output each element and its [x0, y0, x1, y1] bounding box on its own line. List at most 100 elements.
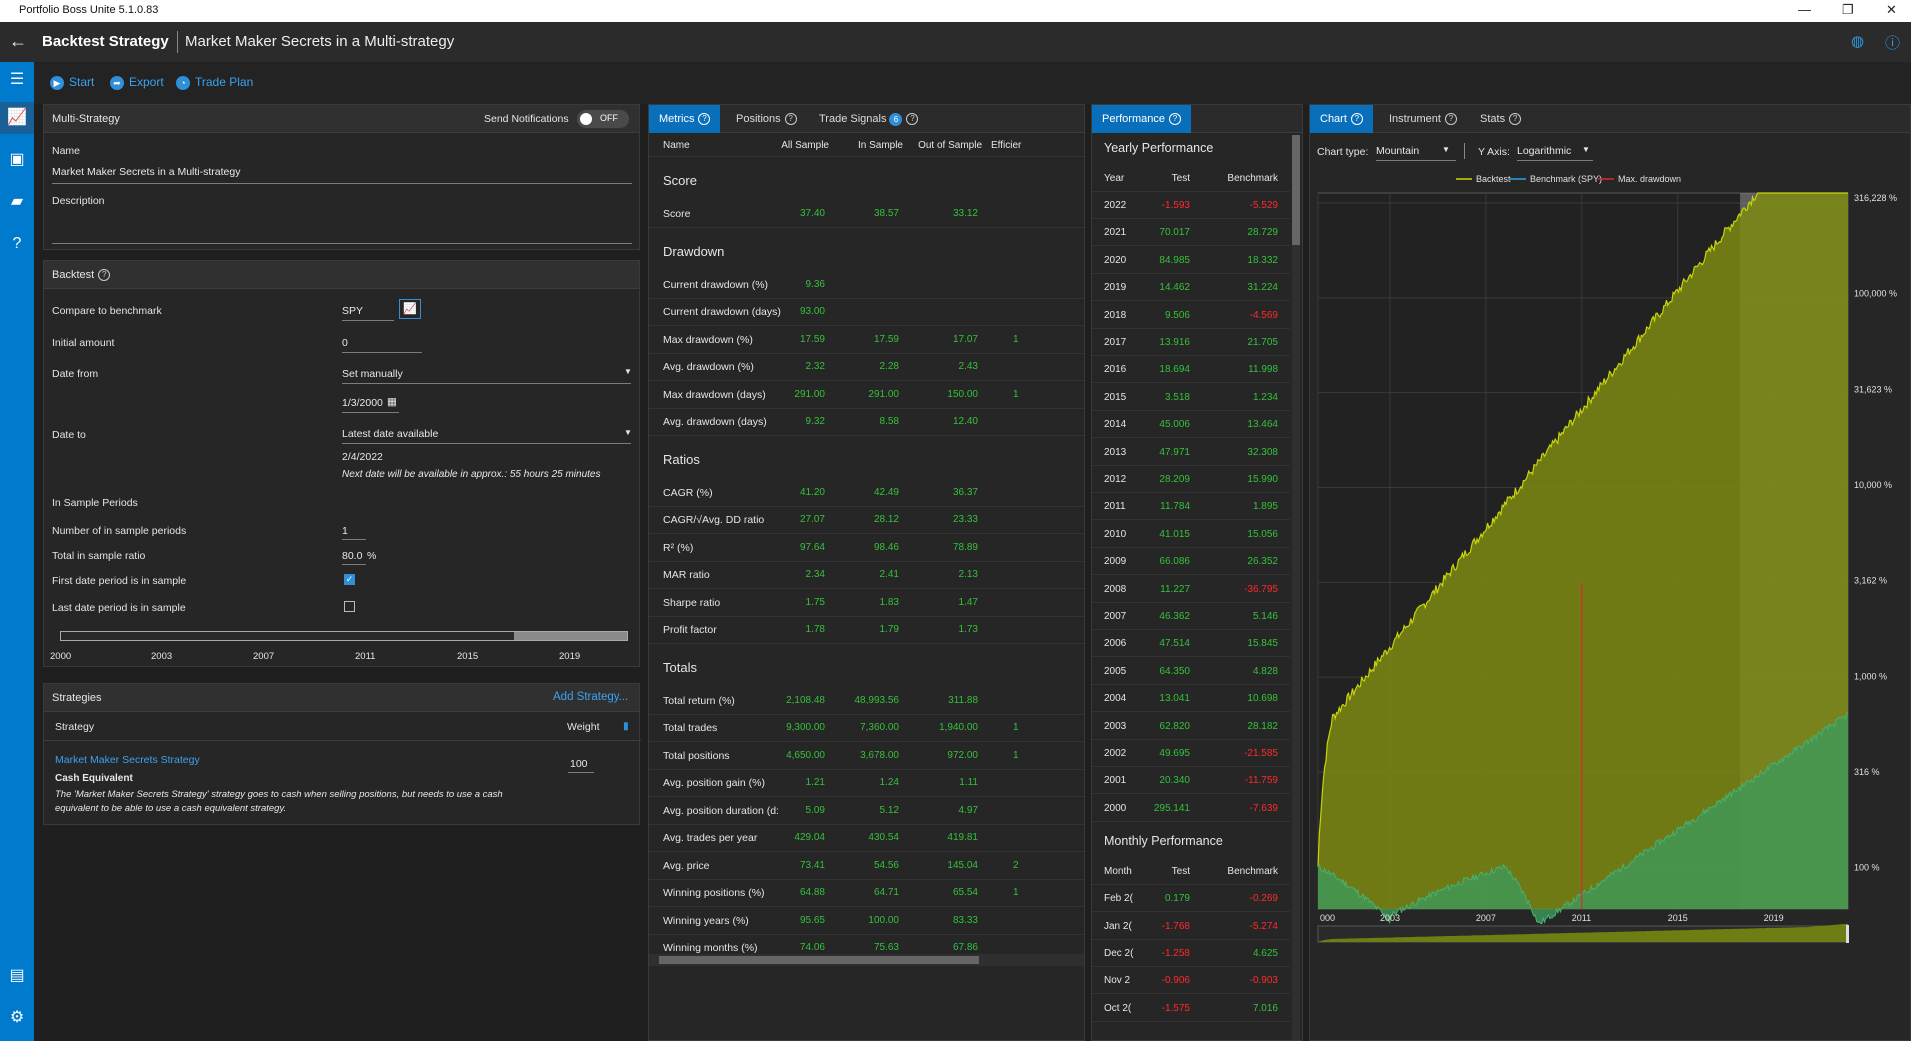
benchmark-cell: 7.016 [1252, 1002, 1278, 1014]
metrics-row: Max drawdown (days) 291.00 291.00 150.00 1 [649, 382, 1084, 409]
strategy-column-header: Strategy [55, 721, 95, 733]
benchmark-field[interactable]: SPY [342, 305, 364, 317]
export-button[interactable]: ➦ Export [110, 75, 164, 90]
vertical-scrollbar[interactable] [1292, 135, 1300, 1040]
benchmark-line [1317, 711, 1849, 925]
benchmark-cell: 4.828 [1252, 665, 1278, 677]
horizontal-scrollbar[interactable] [649, 954, 1084, 966]
metric-value: 972.00 [947, 749, 978, 761]
briefcase-icon[interactable]: ▰ [10, 193, 24, 210]
test-cell: 49.695 [1159, 748, 1190, 759]
first-period-checkbox[interactable]: ✓ [344, 574, 355, 585]
date-from-select[interactable]: Set manually [342, 368, 403, 380]
total-ratio-field[interactable]: 80.0 [342, 550, 363, 562]
menu-icon[interactable]: ☰ [9, 71, 25, 88]
total-ratio-label: Total in sample ratio [52, 550, 146, 562]
help-icon[interactable]: ? [98, 269, 111, 282]
metric-value: 2.28 [879, 361, 899, 372]
metrics-row: Total positions 4,650.00 3,678.00 972.00 1 [649, 743, 1084, 770]
metric-value: 419.81 [947, 832, 978, 843]
minimize-icon[interactable]: — [1798, 2, 1811, 17]
yearly-row: 2014 45.006 13.464 [1092, 411, 1290, 439]
metrics-section-title: Ratios [663, 451, 700, 467]
column-header: Efficier [991, 140, 1022, 151]
scrollbar-thumb[interactable] [1292, 135, 1300, 245]
column-header: In Sample [857, 140, 903, 151]
name-label: Name [52, 145, 81, 157]
metric-name: MAR ratio [663, 569, 710, 581]
num-periods-field[interactable]: 1 [342, 525, 348, 537]
navigator-handle [1846, 925, 1849, 943]
chart-nav-icon[interactable]: 📈 [0, 102, 34, 134]
test-cell: 0.179 [1164, 893, 1190, 905]
info-icon[interactable]: ⓘ [1885, 35, 1901, 52]
metric-value: 74.06 [799, 942, 825, 953]
test-cell: -1.575 [1161, 1002, 1190, 1014]
monthly-row: Oct 2(-1.575 7.016 [1092, 995, 1290, 1022]
timeline-tick: 2000 [50, 651, 72, 662]
tab-instrument[interactable]: Instrument? [1379, 105, 1467, 133]
chart-type-select[interactable]: Mountain [1376, 145, 1420, 157]
chevron-down-icon[interactable]: ▼ [1442, 145, 1450, 154]
chevron-down-icon[interactable]: ▼ [624, 428, 632, 437]
description-field[interactable] [52, 243, 632, 244]
globe-icon[interactable]: ◍ [1851, 33, 1865, 50]
performance-chart[interactable]: Backtest Benchmark (SPY) Max. drawdown 316,… [1310, 165, 1910, 1041]
metrics-row: Avg. price 73.41 54.56 145.04 2 [649, 853, 1084, 880]
metric-value: 38.57 [873, 208, 899, 219]
last-period-checkbox[interactable] [344, 601, 355, 612]
benchmark-cell: -36.795 [1244, 583, 1278, 595]
tab-stats[interactable]: Stats? [1470, 105, 1531, 133]
y-tick-label: 3,162 % [1854, 576, 1887, 586]
initial-amount-field[interactable]: 0 [342, 337, 348, 349]
date-from-field[interactable]: 1/3/2000 [342, 397, 383, 409]
back-arrow-icon[interactable]: ← [9, 31, 27, 51]
trade-plan-button[interactable]: ◔ Trade Plan [176, 75, 253, 90]
x-tick-label: 2015 [1668, 913, 1688, 923]
start-button[interactable]: ▶ Start [50, 75, 94, 90]
help-icon[interactable]: ? [12, 235, 22, 252]
trash-icon[interactable]: ▮ [623, 720, 629, 732]
tab-positions[interactable]: Positions? [726, 105, 807, 133]
y-tick-label: 10,000 % [1854, 480, 1892, 490]
settings-icon[interactable]: ⚙ [9, 1009, 25, 1026]
metric-value: 5.12 [879, 804, 899, 816]
in-sample-timeline[interactable] [60, 631, 628, 641]
chart-tabs: Chart? Instrument? Stats? [1310, 105, 1910, 133]
strategy-weight-field[interactable]: 100 [570, 758, 588, 770]
close-icon[interactable]: ✕ [1886, 2, 1897, 17]
metric-value: 64.71 [873, 887, 899, 898]
metric-value: 17.59 [799, 333, 825, 345]
tab-performance[interactable]: Performance? [1092, 105, 1191, 133]
y-axis-select[interactable]: Logarithmic [1517, 145, 1572, 157]
yearly-row: 2010 41.015 15.056 [1092, 521, 1290, 548]
tab-chart[interactable]: Chart? [1310, 105, 1373, 133]
total-ratio-unit: % [367, 550, 377, 562]
metrics-row: Total trades 9,300.00 7,360.00 1,940.00 1 [649, 715, 1084, 742]
calendar-icon[interactable]: ▦ [387, 396, 397, 408]
toggle-knob [580, 113, 592, 125]
year-cell: 2017 [1104, 337, 1127, 348]
strategy-link[interactable]: Market Maker Secrets Strategy [55, 754, 200, 766]
year-cell: 2014 [1104, 419, 1127, 431]
notifications-toggle[interactable]: OFF [577, 110, 629, 128]
metric-value: 3,678.00 [860, 749, 899, 761]
test-cell: 62.820 [1159, 720, 1190, 732]
document-icon[interactable]: ▤ [9, 967, 25, 984]
maximize-icon[interactable]: ❐ [1842, 2, 1854, 17]
date-to-select[interactable]: Latest date available [342, 428, 439, 440]
chevron-down-icon[interactable]: ▼ [624, 367, 632, 376]
metrics-row: Sharpe ratio 1.75 1.83 1.47 [649, 590, 1084, 617]
folder-icon[interactable]: ▣ [9, 151, 25, 168]
tab-trade-signals[interactable]: Trade Signals 6? [809, 105, 928, 133]
name-field[interactable]: Market Maker Secrets in a Multi-strategy [52, 166, 241, 178]
test-cell: 84.985 [1159, 254, 1190, 266]
benchmark-chart-icon[interactable]: 📈 [399, 299, 421, 319]
tab-metrics[interactable]: Metrics? [649, 105, 721, 133]
add-strategy-button[interactable]: Add Strategy... [553, 691, 629, 703]
metrics-row: Profit factor 1.78 1.79 1.73 [649, 617, 1084, 644]
metric-name: Winning years (%) [663, 914, 749, 927]
compare-label: Compare to benchmark [52, 305, 162, 317]
chevron-down-icon[interactable]: ▼ [1582, 145, 1590, 154]
scrollbar-thumb[interactable] [659, 956, 979, 964]
